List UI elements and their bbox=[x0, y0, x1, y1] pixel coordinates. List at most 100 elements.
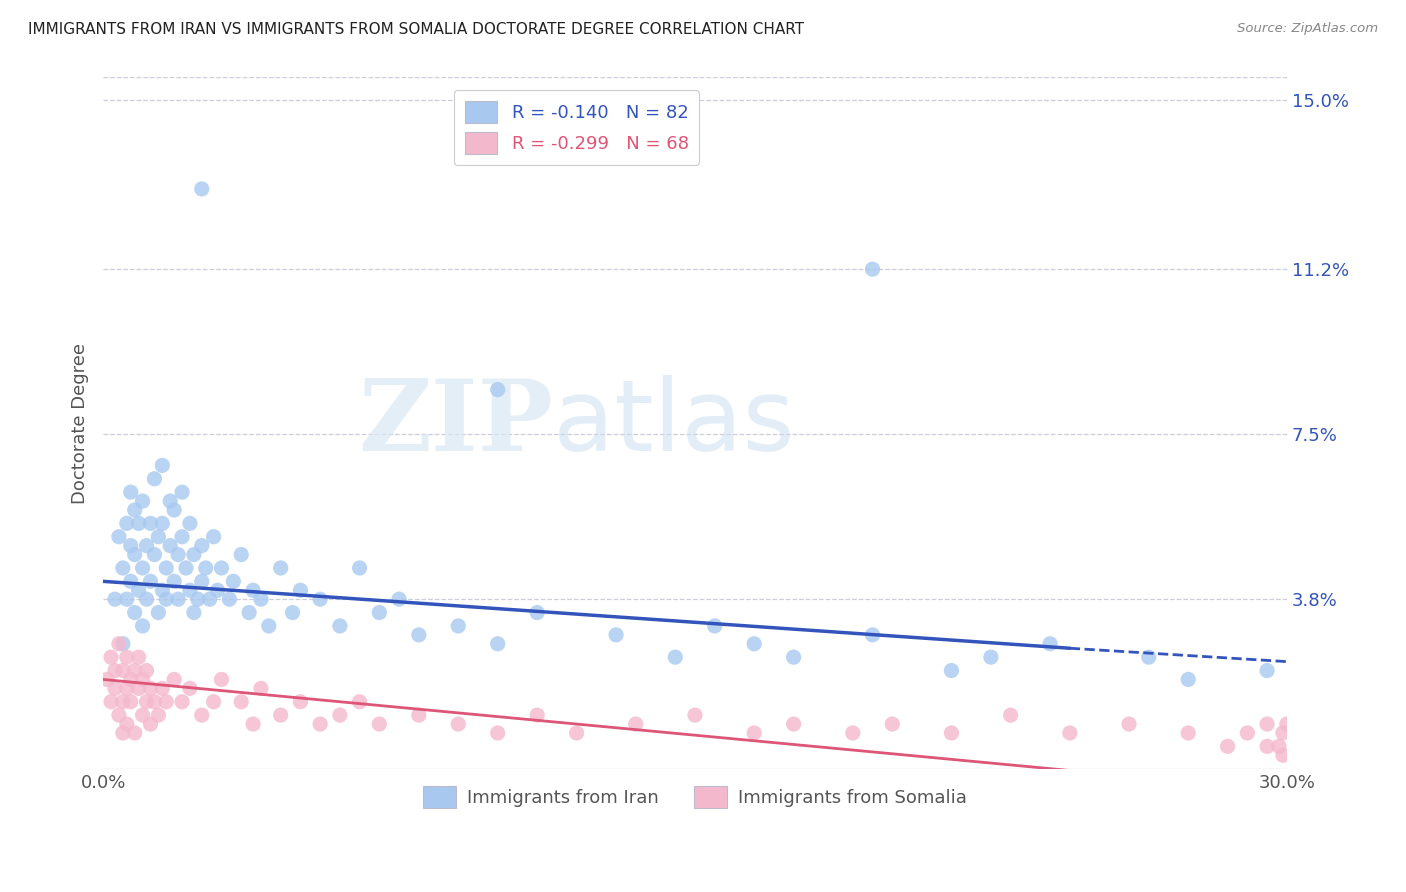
Text: IMMIGRANTS FROM IRAN VS IMMIGRANTS FROM SOMALIA DOCTORATE DEGREE CORRELATION CHA: IMMIGRANTS FROM IRAN VS IMMIGRANTS FROM … bbox=[28, 22, 804, 37]
Point bbox=[238, 606, 260, 620]
Point bbox=[565, 726, 588, 740]
Point bbox=[183, 606, 205, 620]
Point bbox=[664, 650, 686, 665]
Point bbox=[290, 583, 312, 598]
Point bbox=[108, 708, 131, 723]
Point bbox=[167, 592, 190, 607]
Point bbox=[526, 708, 548, 723]
Text: atlas: atlas bbox=[553, 375, 794, 472]
Point bbox=[163, 574, 186, 589]
Point bbox=[148, 530, 170, 544]
Point bbox=[96, 673, 118, 687]
Point bbox=[1177, 726, 1199, 740]
Point bbox=[111, 664, 134, 678]
Point bbox=[1236, 726, 1258, 740]
Point bbox=[111, 695, 134, 709]
Point bbox=[388, 592, 411, 607]
Point bbox=[742, 637, 765, 651]
Point bbox=[159, 494, 181, 508]
Point bbox=[1256, 664, 1278, 678]
Point bbox=[179, 516, 201, 531]
Point bbox=[120, 574, 142, 589]
Point bbox=[526, 606, 548, 620]
Point bbox=[124, 548, 146, 562]
Point bbox=[179, 583, 201, 598]
Point bbox=[1137, 650, 1160, 665]
Point bbox=[1039, 637, 1062, 651]
Point bbox=[115, 516, 138, 531]
Point bbox=[163, 503, 186, 517]
Point bbox=[100, 695, 122, 709]
Point bbox=[187, 592, 209, 607]
Point bbox=[683, 708, 706, 723]
Point bbox=[782, 717, 804, 731]
Point bbox=[150, 458, 173, 473]
Point bbox=[1275, 717, 1298, 731]
Point bbox=[211, 673, 233, 687]
Point bbox=[104, 681, 127, 696]
Point bbox=[128, 516, 150, 531]
Point bbox=[1271, 748, 1294, 763]
Point bbox=[368, 717, 391, 731]
Legend: Immigrants from Iran, Immigrants from Somalia: Immigrants from Iran, Immigrants from So… bbox=[416, 779, 974, 815]
Point bbox=[486, 637, 509, 651]
Point bbox=[191, 182, 214, 196]
Point bbox=[120, 539, 142, 553]
Point bbox=[111, 637, 134, 651]
Point bbox=[139, 516, 162, 531]
Point bbox=[111, 561, 134, 575]
Point bbox=[128, 650, 150, 665]
Point bbox=[231, 695, 253, 709]
Point bbox=[486, 726, 509, 740]
Point bbox=[250, 681, 273, 696]
Point bbox=[368, 606, 391, 620]
Point bbox=[250, 592, 273, 607]
Point bbox=[862, 262, 884, 277]
Point bbox=[191, 539, 214, 553]
Point bbox=[131, 708, 153, 723]
Point bbox=[941, 726, 963, 740]
Text: Source: ZipAtlas.com: Source: ZipAtlas.com bbox=[1237, 22, 1378, 36]
Point bbox=[703, 619, 725, 633]
Point bbox=[218, 592, 240, 607]
Point bbox=[155, 592, 177, 607]
Point bbox=[104, 592, 127, 607]
Point bbox=[1268, 739, 1291, 754]
Point bbox=[1177, 673, 1199, 687]
Point bbox=[115, 717, 138, 731]
Point bbox=[167, 548, 190, 562]
Point bbox=[115, 681, 138, 696]
Point bbox=[183, 548, 205, 562]
Point bbox=[135, 664, 157, 678]
Point bbox=[139, 681, 162, 696]
Point bbox=[862, 628, 884, 642]
Point bbox=[1271, 726, 1294, 740]
Point bbox=[108, 637, 131, 651]
Point bbox=[170, 695, 193, 709]
Point bbox=[1000, 708, 1022, 723]
Point bbox=[111, 726, 134, 740]
Point bbox=[155, 561, 177, 575]
Point bbox=[131, 561, 153, 575]
Point bbox=[131, 619, 153, 633]
Point bbox=[135, 695, 157, 709]
Point bbox=[135, 539, 157, 553]
Point bbox=[104, 664, 127, 678]
Point bbox=[1256, 717, 1278, 731]
Point bbox=[222, 574, 245, 589]
Point bbox=[179, 681, 201, 696]
Point bbox=[135, 592, 157, 607]
Point bbox=[486, 383, 509, 397]
Point bbox=[131, 673, 153, 687]
Point bbox=[128, 681, 150, 696]
Point bbox=[115, 592, 138, 607]
Point bbox=[170, 530, 193, 544]
Point bbox=[150, 583, 173, 598]
Point bbox=[124, 664, 146, 678]
Point bbox=[108, 530, 131, 544]
Point bbox=[143, 695, 166, 709]
Point bbox=[270, 708, 292, 723]
Point bbox=[941, 664, 963, 678]
Point bbox=[1216, 739, 1239, 754]
Point bbox=[191, 708, 214, 723]
